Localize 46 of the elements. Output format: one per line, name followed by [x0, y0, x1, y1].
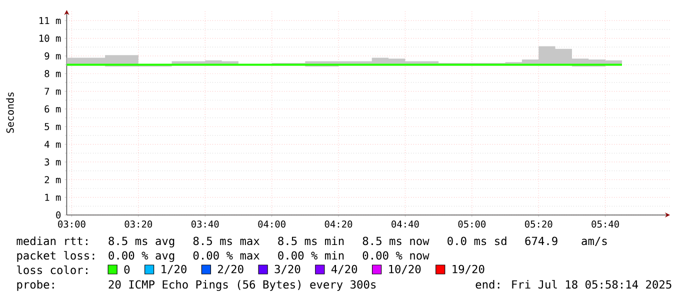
- legend-label: 4/20: [331, 264, 358, 274]
- legend-label: 1/20: [162, 264, 186, 274]
- legend-title: loss color:: [17, 265, 88, 274]
- text: 8.5 ms now: [362, 236, 430, 246]
- text: probe:: [17, 280, 54, 291]
- y-tick-label: 3 m: [44, 158, 61, 166]
- text: 0.0 ms sd: [448, 236, 506, 246]
- y-tick-label: 11 m: [40, 17, 61, 24]
- text: 8.5 ms avg: [108, 236, 174, 248]
- y-tick-label: 10 m: [40, 34, 61, 42]
- x-tick-label: 04:20: [324, 220, 352, 228]
- x-tick-label: 04:00: [258, 220, 286, 228]
- x-tick-label: 03:00: [58, 220, 86, 228]
- text: 674.9: [525, 236, 558, 246]
- x-tick-label: 04:40: [392, 220, 419, 228]
- y-tick-label: 1 m: [45, 194, 61, 201]
- text: 0.00 % min: [278, 251, 344, 260]
- text: am/s: [582, 236, 607, 246]
- legend-label: 19/20: [452, 264, 484, 274]
- y-axis-title: Seconds: [6, 92, 14, 133]
- y-tick-label: 6 m: [44, 105, 61, 113]
- y-tick-label: 2 m: [44, 176, 61, 184]
- y-tick-label: 7 m: [44, 88, 61, 95]
- y-tick-label: 5 m: [44, 123, 61, 130]
- x-tick-label: 05:20: [524, 220, 552, 228]
- text: 0.00 % max: [193, 251, 260, 260]
- text: end: Fri Jul 18 05:58:14 2025: [476, 280, 672, 289]
- text: 8.5 ms min: [278, 236, 344, 246]
- legend-label: 2/20: [218, 264, 244, 274]
- text: median rtt:: [16, 236, 88, 246]
- text: 20 ICMP Echo Pings (56 Bytes) every 300s: [108, 280, 376, 291]
- y-tick-label: 9 m: [44, 52, 61, 60]
- text: packet loss:: [17, 250, 94, 262]
- x-tick-label: 05:00: [458, 220, 486, 228]
- y-tick-label: 8 m: [44, 70, 61, 78]
- text: 8.5 ms max: [193, 236, 260, 246]
- text: 0.00 % avg: [108, 251, 174, 262]
- x-tick-label: 05:40: [592, 220, 619, 228]
- y-tick-label: 4 m: [44, 140, 61, 148]
- x-tick-label: 03:40: [191, 220, 219, 228]
- legend-label: 10/20: [389, 264, 421, 274]
- y-tick-label: 0: [56, 211, 61, 219]
- legend-label: 3/20: [274, 264, 300, 274]
- text: 0.00 % now: [362, 251, 430, 260]
- legend-label: 0: [124, 265, 130, 274]
- x-tick-label: 03:20: [124, 220, 152, 228]
